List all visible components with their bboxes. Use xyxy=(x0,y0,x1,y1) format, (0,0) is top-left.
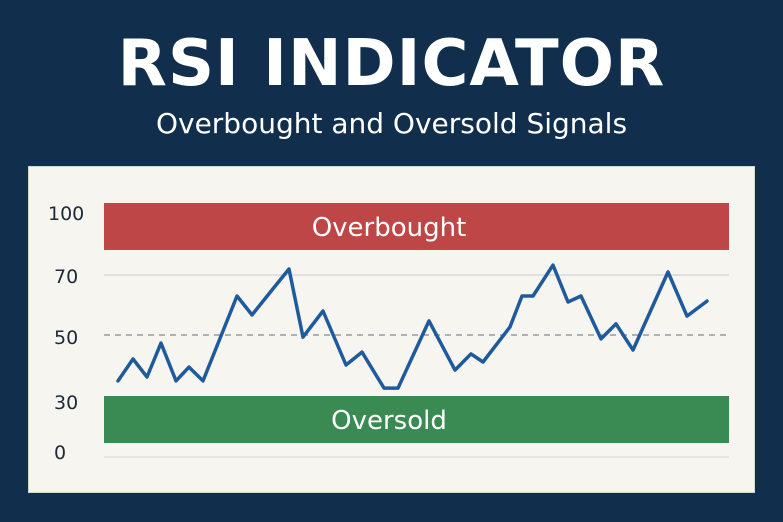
chart-title: RSI INDICATOR xyxy=(117,27,666,101)
ytick-100: 100 xyxy=(48,203,84,225)
overbought-band xyxy=(104,203,729,250)
oversold-label: Oversold xyxy=(331,406,447,436)
chart-subtitle: Overbought and Oversold Signals xyxy=(155,107,628,140)
ytick-30: 30 xyxy=(54,392,78,414)
ytick-50: 50 xyxy=(54,327,78,349)
overbought-label: Overbought xyxy=(312,213,467,243)
ytick-70: 70 xyxy=(54,266,78,288)
oversold-band xyxy=(104,396,729,443)
rsi-line xyxy=(116,263,709,390)
ytick-0: 0 xyxy=(54,442,66,464)
